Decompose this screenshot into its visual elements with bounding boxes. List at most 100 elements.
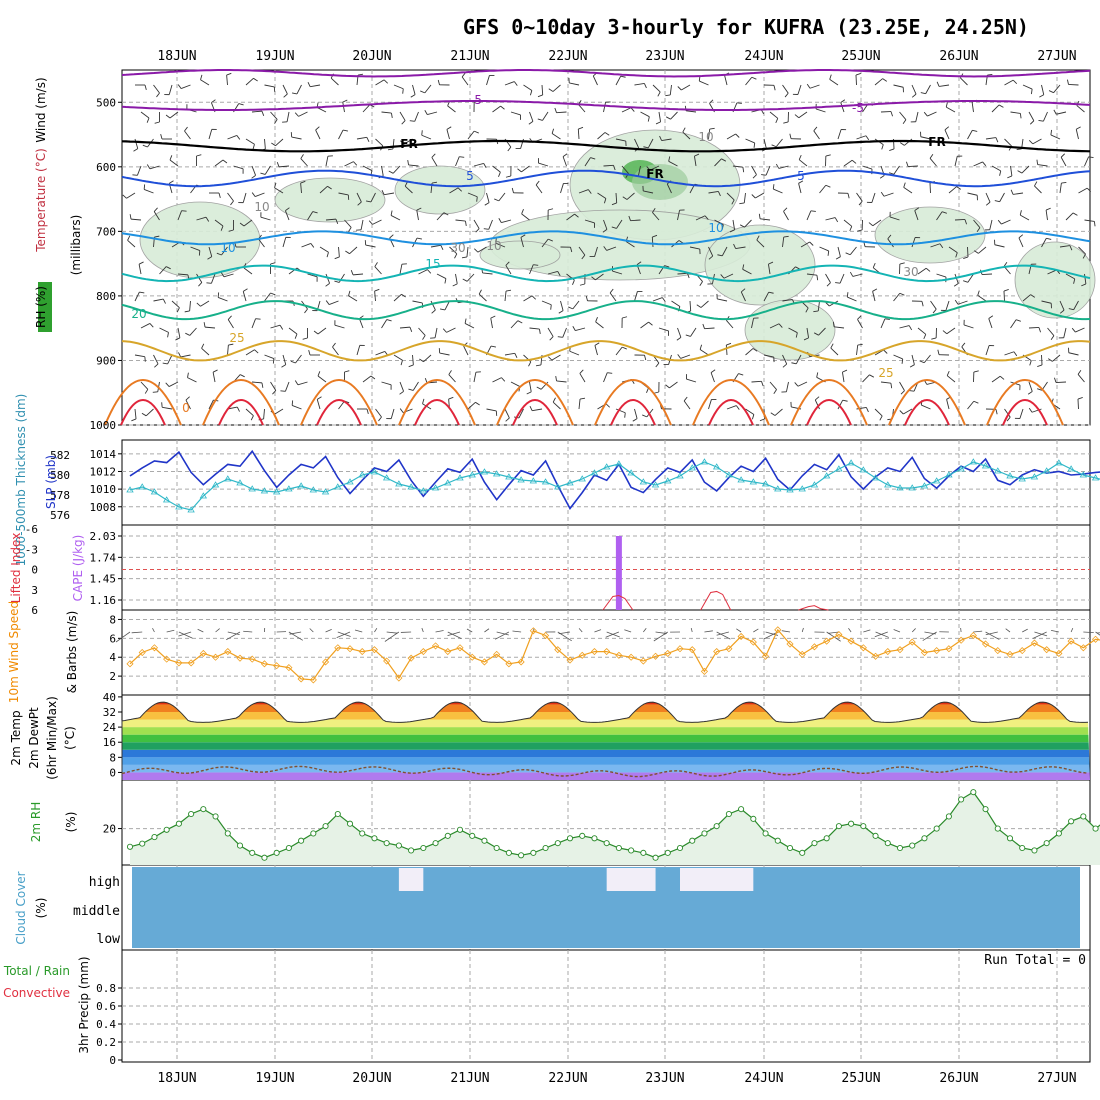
wind-barb (616, 219, 623, 229)
wind-barb (370, 192, 376, 203)
rh-point (958, 796, 965, 803)
wind-barb (847, 296, 857, 302)
wind-barb (769, 381, 777, 390)
wind-barb-flag (624, 412, 626, 418)
wind-barb-flag (899, 292, 905, 296)
wind-barb (825, 273, 831, 283)
wind-barb (416, 210, 419, 221)
wind-barb (356, 192, 362, 203)
rh-point (835, 823, 842, 830)
wind-barb-flag (908, 325, 913, 331)
wind-barb-flag (932, 308, 937, 314)
wind-barb-flag (334, 256, 340, 260)
wind-barb (1018, 237, 1024, 248)
contour-label: 30 (903, 265, 918, 279)
thickness-point (945, 471, 953, 478)
wind-barb-flag (1012, 79, 1018, 85)
wind-barb-flag (368, 220, 373, 225)
wind-barb (208, 246, 213, 257)
wind-barb (872, 291, 876, 302)
cape-tick-label: 1.16 (90, 594, 117, 607)
rh-point (481, 837, 488, 844)
wind-tick-label: 6 (109, 632, 116, 645)
wind-barb-flag (1053, 109, 1057, 115)
wind-barb-flag (348, 290, 351, 296)
wind-barb-flag (1029, 120, 1035, 125)
wind-barb-flag (357, 73, 364, 76)
wind-barb (439, 352, 450, 356)
wind-barb-flag (987, 73, 993, 76)
wind-barb-flag (1050, 335, 1055, 341)
wind-barb (1053, 84, 1061, 93)
wind-barb (282, 84, 288, 95)
wind-speed-point (1067, 637, 1075, 645)
wind-barb (245, 77, 254, 86)
wind-barb-flag (310, 243, 315, 248)
rh-point (261, 854, 268, 861)
wind-barb (140, 111, 150, 119)
wind-barb-flag (736, 405, 740, 410)
wind-barb-flag (251, 174, 256, 179)
slp-tick-label: 1014 (90, 448, 117, 461)
wind-barb-10m (893, 629, 901, 633)
wind-barb-flag (729, 229, 735, 233)
wind-barb-flag (738, 373, 744, 376)
wind-barb-flag (307, 82, 311, 87)
wind-speed-point (126, 660, 134, 668)
wind-barb (214, 219, 224, 227)
wind-barb (625, 241, 635, 248)
wind-barb-flag (687, 273, 690, 279)
wind-barb (521, 165, 530, 173)
thickness-point (896, 484, 904, 491)
wind-barb-flag (1048, 90, 1054, 94)
thickness-point (578, 475, 586, 482)
wind-barb (930, 243, 941, 248)
wind-barb-flag (528, 361, 532, 367)
wind-barb-flag (122, 194, 127, 199)
wind-speed-point (1091, 635, 1100, 643)
wind-barb (270, 111, 278, 120)
wind-barb-flag (238, 103, 244, 106)
wind-speed-point (1006, 650, 1014, 658)
wind-barb-flag (794, 114, 800, 119)
wind-barb-flag (196, 302, 201, 307)
wind-speed-point (823, 637, 831, 645)
wind-barb (783, 211, 789, 221)
wind-barb-10m (1005, 628, 1011, 633)
thickness-point (774, 485, 782, 492)
temp-band (122, 742, 1090, 750)
wind-barb (1028, 327, 1040, 329)
wind-barb-10m (178, 631, 193, 639)
rh-point (1006, 835, 1014, 842)
wind-barb-flag (721, 158, 727, 162)
wind-barb-flag (717, 191, 721, 197)
wind-barb-flag (883, 349, 888, 354)
wind-barb-flag (187, 372, 189, 378)
wind-barb (264, 84, 275, 88)
wind-barb-flag (655, 121, 661, 125)
thickness-point (822, 472, 831, 479)
wind-barb-flag (717, 254, 723, 257)
wind-barb (1010, 111, 1021, 114)
wind-barb (329, 300, 339, 306)
rh-point (310, 830, 317, 837)
wind-barb-flag (416, 237, 423, 240)
wind-barb (488, 219, 493, 230)
wind-barb (270, 324, 281, 329)
wind-barb-10m (288, 631, 303, 641)
wind-barb (778, 165, 789, 169)
wind-barb (317, 327, 327, 335)
wind-barb-flag (517, 168, 522, 173)
wind-barb (399, 326, 411, 329)
wind-barb (529, 327, 540, 330)
wind-barb-flag (588, 189, 592, 194)
wind-barb (806, 210, 812, 221)
run-total-label: Run Total = 0 (984, 953, 1086, 968)
wind-barb (652, 84, 661, 93)
wind-speed-point (688, 646, 696, 654)
wind-barb-flag (279, 325, 284, 330)
wind-barb (430, 300, 436, 311)
wind-barb-flag (308, 350, 311, 356)
wind-barb-flag (285, 207, 290, 212)
thickness-point (639, 478, 648, 485)
